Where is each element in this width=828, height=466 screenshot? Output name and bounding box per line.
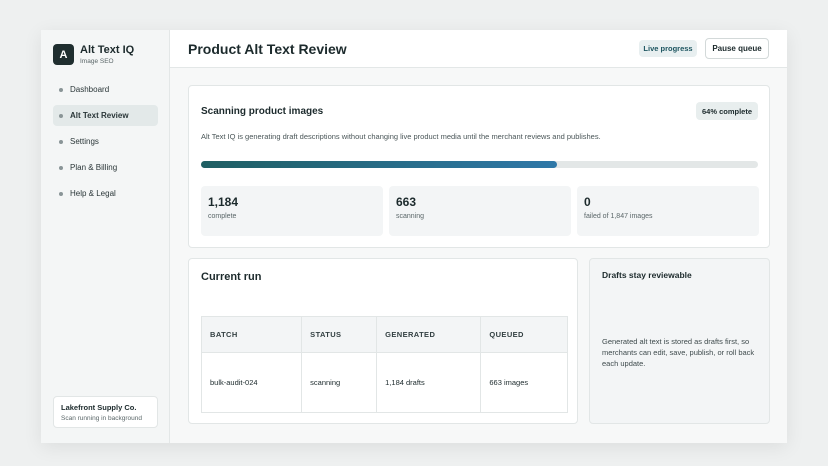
store-status: Scan running in background <box>61 415 142 422</box>
table-cell: bulk-audit-024 <box>201 352 303 413</box>
stat-label: failed of 1,847 images <box>584 213 653 220</box>
tagline: Image SEO <box>80 58 114 65</box>
column-header: STATUS <box>301 316 378 353</box>
column-header: BATCH <box>201 316 303 353</box>
table-cell: 1,184 drafts <box>376 352 482 413</box>
note-title: Drafts stay reviewable <box>602 270 692 280</box>
stat-box: 663 scanning <box>389 186 571 236</box>
stat-value: 663 <box>396 195 417 209</box>
logo: A <box>53 44 74 65</box>
progress-pill: 64% complete <box>696 102 758 120</box>
app-window: A Alt Text IQ Image SEO Dashboard Alt Tex… <box>41 30 787 443</box>
table-cell: scanning <box>301 352 378 413</box>
table-row: bulk-audit-024 scanning 1,184 drafts 663 im… <box>201 352 568 413</box>
nav-item[interactable]: Alt Text Review <box>53 105 158 126</box>
stat-box: 0 failed of 1,847 images <box>577 186 759 236</box>
stat-box: 1,184 complete <box>201 186 383 236</box>
note-card: Drafts stay reviewable Generated alt tex… <box>589 258 770 424</box>
column-header: GENERATED <box>376 316 482 353</box>
run-table: BATCH STATUS GENERATED QUEUED bulk-audit-024… <box>201 316 568 413</box>
progress-fill <box>201 161 558 168</box>
column-header: QUEUED <box>480 316 568 353</box>
progress-track <box>201 161 758 168</box>
stat-value: 0 <box>584 195 591 209</box>
pause-button[interactable]: Pause queue <box>705 38 769 59</box>
live-badge: Live progress <box>639 40 697 57</box>
scan-title: Scanning product images <box>201 106 324 117</box>
sidebar: A Alt Text IQ Image SEO Dashboard Alt Tex… <box>41 30 170 443</box>
scan-description: Alt Text IQ is generating draft descript… <box>201 132 601 141</box>
stat-label: complete <box>208 213 237 220</box>
brand: Alt Text IQ <box>80 44 135 56</box>
stat-label: scanning <box>396 213 425 220</box>
stat-value: 1,184 <box>208 195 239 209</box>
run-card: Current run BATCH STATUS GENERATED QUEUED bu… <box>188 258 578 424</box>
run-title: Current run <box>201 271 262 283</box>
nav-item[interactable]: Plan & Billing <box>53 157 158 178</box>
table-cell: 663 images <box>489 378 529 387</box>
scan-card: Scanning product images 64% complete Alt… <box>188 85 770 248</box>
store-name: Lakefront Supply Co. <box>61 403 137 412</box>
page-title: Product Alt Text Review <box>188 41 347 57</box>
nav-item[interactable]: Dashboard <box>53 79 158 100</box>
nav-item[interactable]: Help & Legal <box>53 183 158 204</box>
store-card: Lakefront Supply Co. Scan running in bac… <box>53 396 158 428</box>
nav-item[interactable]: Settings <box>53 131 158 152</box>
note-text: Generated alt text is stored as drafts f… <box>602 337 755 368</box>
header: Product Alt Text Review Live progress Pa… <box>170 30 787 68</box>
